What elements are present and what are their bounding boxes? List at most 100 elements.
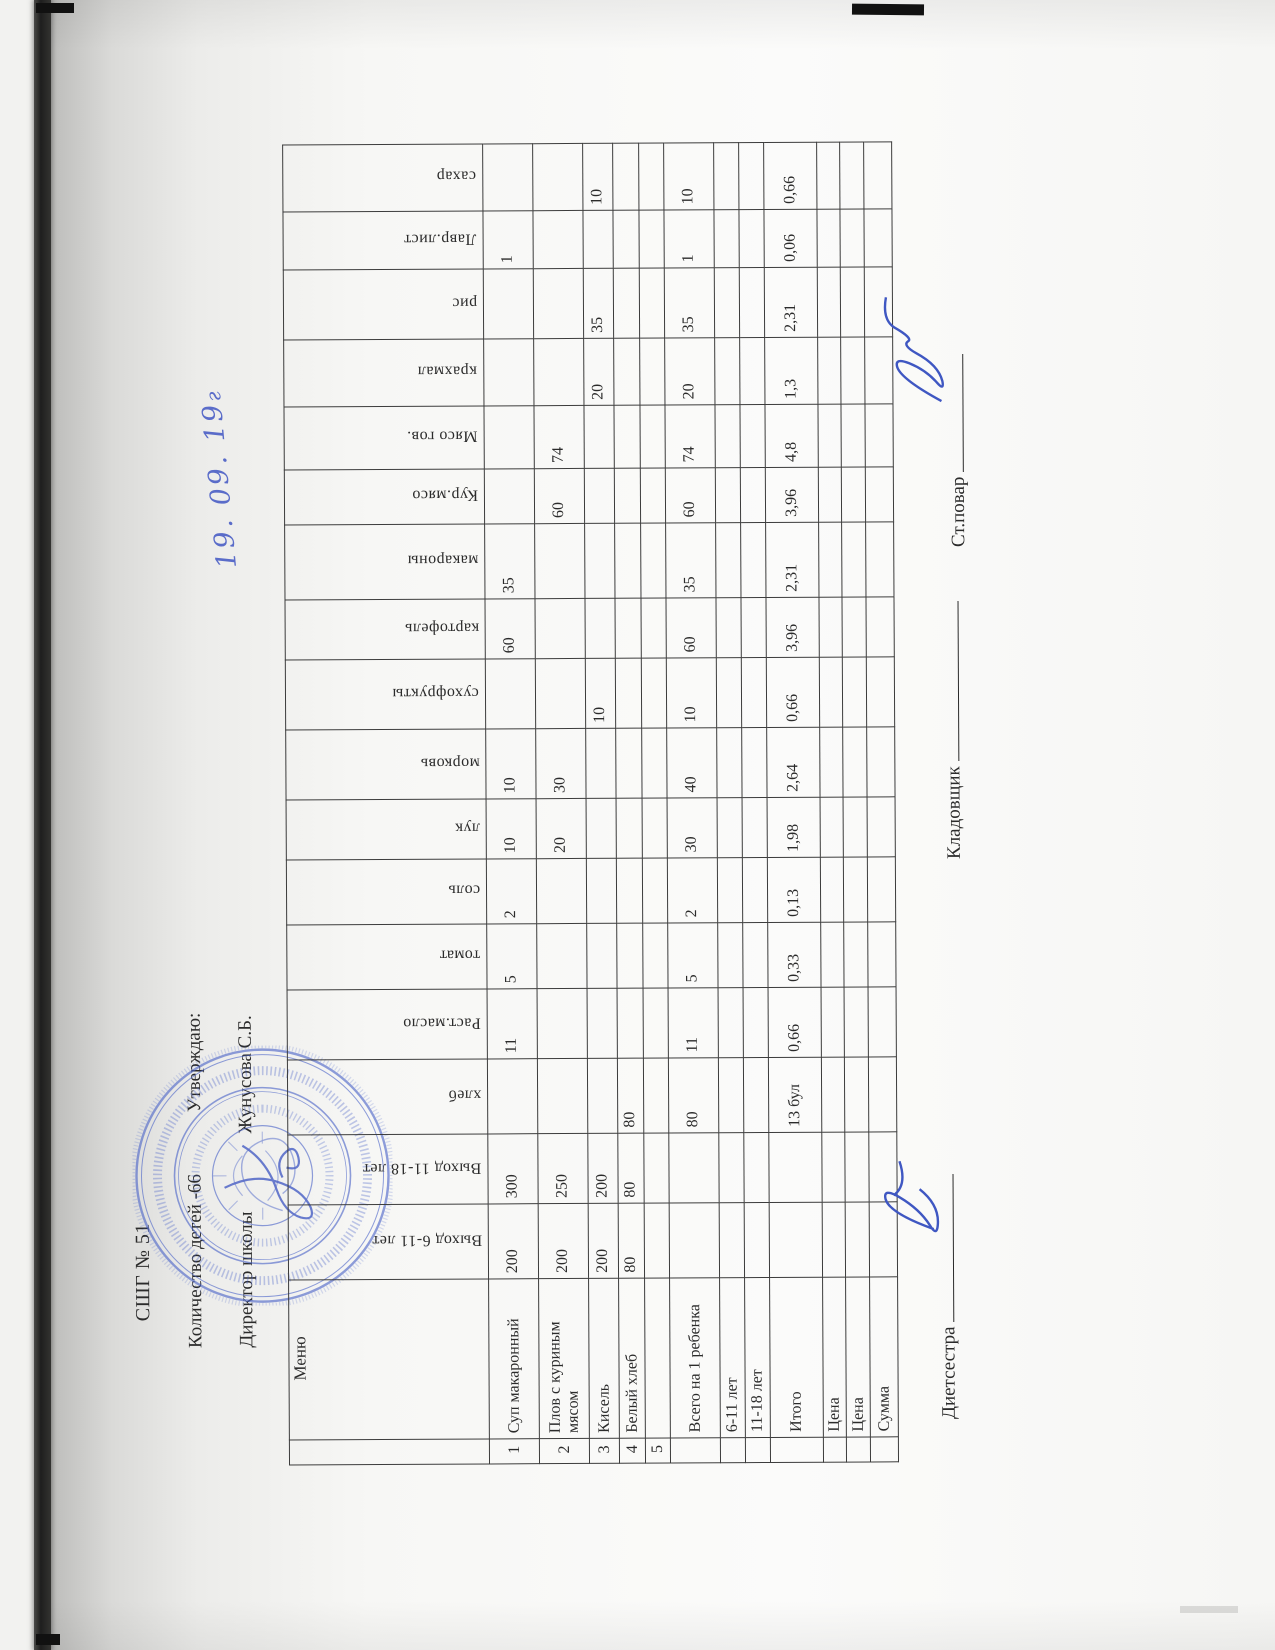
value-cell bbox=[822, 1202, 846, 1278]
chef-signature bbox=[883, 297, 945, 403]
column-header-label: хлеб bbox=[447, 1086, 482, 1105]
value-cell bbox=[638, 210, 665, 269]
value-cell bbox=[534, 523, 585, 599]
column-header: Меню bbox=[288, 1278, 490, 1440]
row-number-cell: 2 bbox=[539, 1438, 590, 1464]
column-header: томат bbox=[286, 923, 488, 990]
value-cell bbox=[768, 1132, 823, 1203]
value-cell: 2,64 bbox=[766, 727, 821, 798]
value-cell bbox=[739, 267, 765, 338]
value-cell bbox=[820, 922, 845, 988]
column-header-label: сухофрукты bbox=[392, 684, 480, 702]
value-cell bbox=[740, 597, 767, 658]
value-cell bbox=[818, 597, 843, 658]
dish-name-cell: Кисель bbox=[588, 1278, 620, 1439]
value-cell bbox=[817, 337, 841, 405]
row-number-cell: 3 bbox=[589, 1438, 620, 1464]
value-cell bbox=[714, 337, 740, 405]
value-cell: 5 bbox=[486, 923, 538, 989]
column-header-label: Мясо гов. bbox=[406, 427, 478, 446]
dish-name-cell: 6-11 лет bbox=[719, 1277, 746, 1438]
value-cell bbox=[742, 922, 769, 988]
value-cell bbox=[643, 1133, 670, 1204]
column-header-label: томат bbox=[439, 946, 481, 965]
dish-name-cell bbox=[644, 1277, 671, 1439]
value-cell bbox=[616, 923, 644, 989]
value-cell bbox=[482, 143, 533, 211]
value-cell bbox=[643, 988, 669, 1059]
value-cell bbox=[612, 143, 639, 211]
dish-name-cell: Сумма bbox=[869, 1276, 899, 1437]
value-cell bbox=[865, 521, 894, 597]
value-cell bbox=[819, 727, 844, 798]
value-cell bbox=[740, 467, 766, 523]
column-header-label: Лавр.лист bbox=[403, 230, 477, 248]
value-cell bbox=[818, 522, 842, 598]
column-header-label: соль bbox=[447, 881, 481, 900]
scan-artifact bbox=[1180, 1606, 1238, 1613]
value-cell bbox=[714, 267, 740, 338]
value-cell: 74 bbox=[664, 404, 716, 469]
value-cell bbox=[839, 208, 865, 268]
value-cell bbox=[844, 986, 869, 1058]
value-cell bbox=[743, 987, 769, 1058]
value-cell bbox=[532, 210, 584, 269]
value-cell bbox=[744, 1202, 770, 1278]
value-cell bbox=[843, 796, 868, 858]
value-cell bbox=[537, 1058, 588, 1134]
value-cell bbox=[614, 523, 641, 599]
value-cell bbox=[484, 468, 535, 524]
dish-name-cell: 11-18 лет bbox=[744, 1277, 771, 1438]
value-cell bbox=[867, 796, 896, 857]
value-cell bbox=[642, 798, 668, 859]
table-row: Итого 13 бул 0,66 0,33 0,13 1,98 2,64 0,66 3,96 2… bbox=[763, 142, 824, 1463]
value-cell bbox=[820, 797, 844, 858]
value-cell: 35 bbox=[665, 522, 716, 599]
value-cell bbox=[819, 657, 843, 728]
value-cell bbox=[868, 1056, 897, 1132]
value-cell bbox=[769, 1202, 823, 1278]
value-cell: 35 bbox=[583, 268, 614, 339]
value-cell: 13 бул bbox=[768, 1057, 822, 1133]
value-cell bbox=[483, 405, 535, 469]
value-cell bbox=[713, 142, 739, 210]
value-cell bbox=[713, 209, 740, 268]
value-cell bbox=[821, 1132, 846, 1203]
row-number-cell: 5 bbox=[645, 1437, 671, 1464]
value-cell: 4,8 bbox=[764, 404, 819, 468]
value-cell: 35 bbox=[484, 523, 535, 599]
value-cell bbox=[865, 466, 894, 522]
value-cell bbox=[719, 1202, 745, 1278]
value-cell bbox=[739, 337, 765, 405]
column-header-label: Раст.масло bbox=[402, 1014, 481, 1032]
value-cell bbox=[840, 336, 865, 405]
dish-name-cell: Белый хлеб bbox=[618, 1278, 646, 1439]
value-cell: 74 bbox=[533, 405, 585, 469]
value-cell bbox=[614, 598, 642, 659]
value-cell bbox=[639, 268, 665, 339]
value-cell bbox=[715, 597, 742, 658]
column-header-label: рис bbox=[451, 294, 477, 312]
column-header-label: лук bbox=[454, 819, 480, 837]
column-header-label: макароны bbox=[407, 551, 479, 570]
value-cell bbox=[613, 268, 640, 339]
column-header: хлеб bbox=[287, 1058, 488, 1135]
column-header-label: Кур.мясо bbox=[411, 486, 478, 505]
value-cell: 20 bbox=[536, 798, 587, 859]
row-number-cell bbox=[823, 1437, 847, 1463]
value-cell: 0,13 bbox=[767, 857, 821, 923]
value-cell: 20 bbox=[664, 337, 715, 406]
value-cell: 1,3 bbox=[764, 337, 818, 405]
row-number-cell bbox=[720, 1437, 746, 1463]
column-header: Кур.мясо bbox=[284, 468, 485, 526]
value-cell bbox=[639, 405, 666, 469]
column-header: Выход 11-18 лет bbox=[287, 1133, 489, 1205]
value-cell bbox=[584, 468, 615, 524]
value-cell bbox=[740, 522, 766, 598]
value-cell bbox=[583, 405, 615, 469]
value-cell bbox=[537, 988, 588, 1059]
column-header: Выход 6-11 лет bbox=[288, 1203, 489, 1280]
value-cell bbox=[533, 268, 584, 339]
value-cell bbox=[717, 857, 743, 923]
